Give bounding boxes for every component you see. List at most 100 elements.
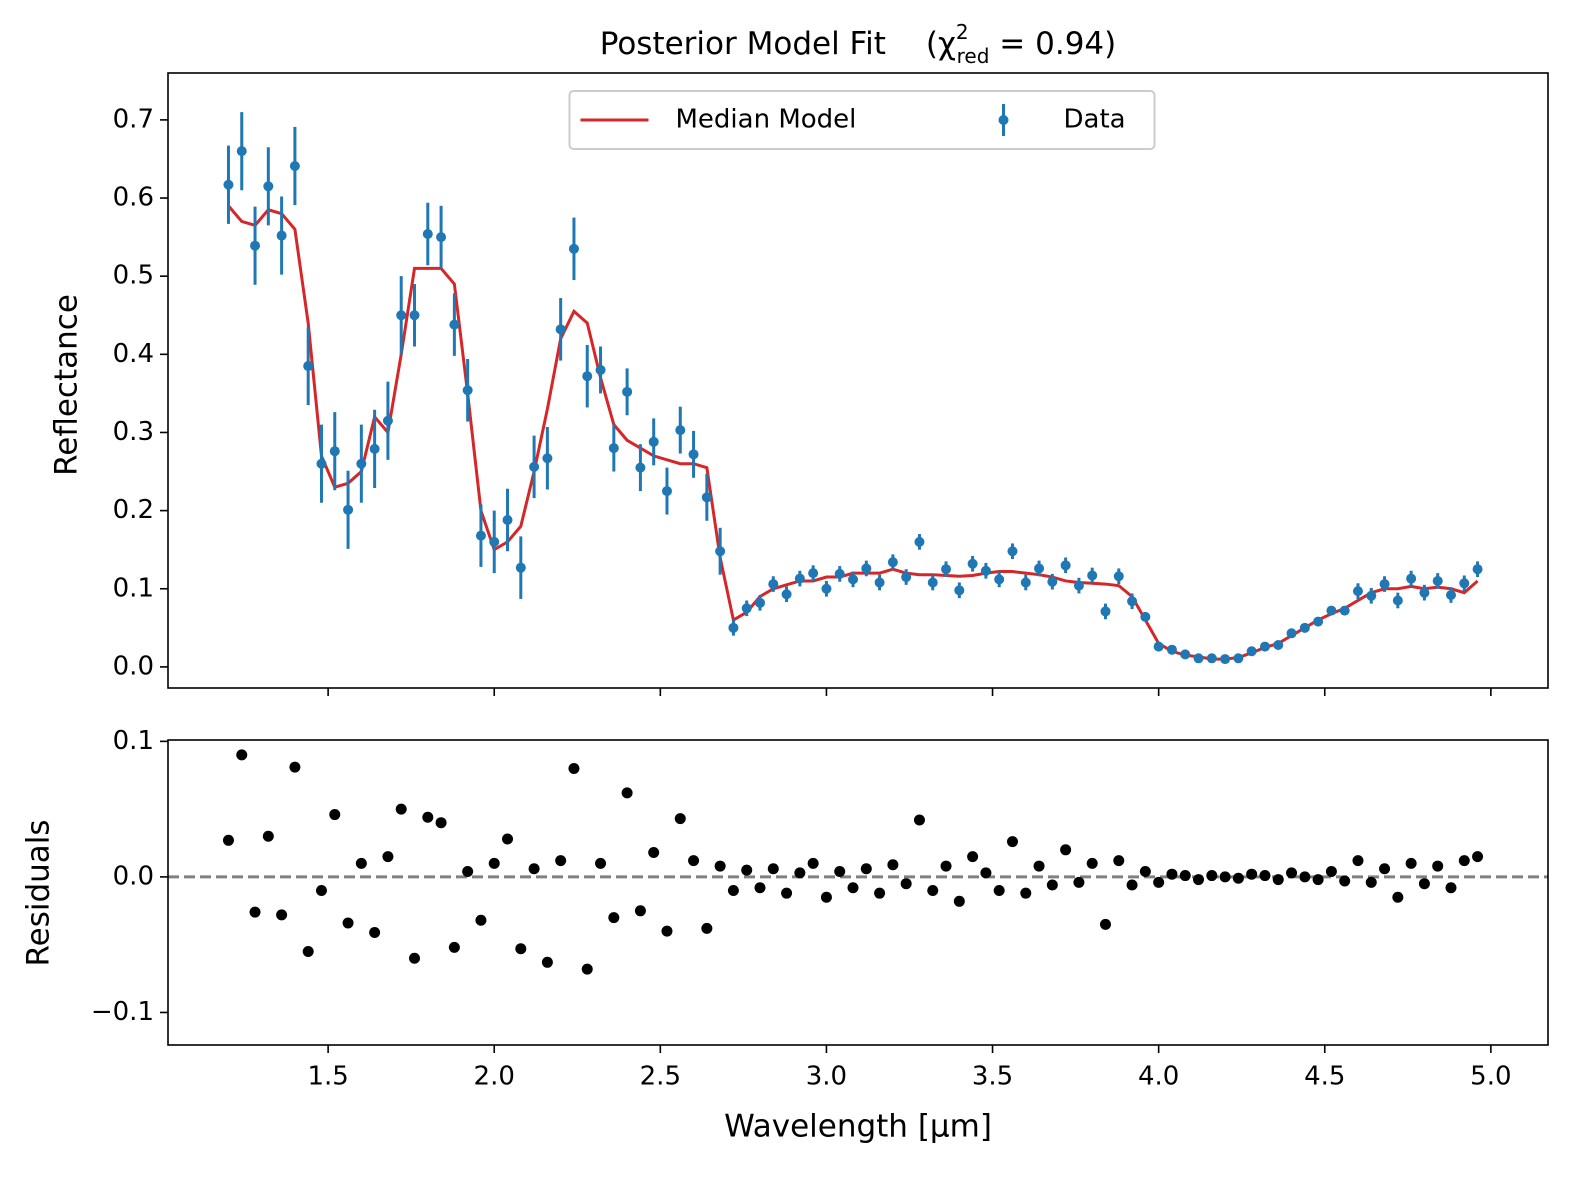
- residual-point: [674, 813, 686, 825]
- residual-point: [276, 909, 288, 921]
- data-point: [781, 589, 792, 600]
- residual-point: [1193, 874, 1205, 886]
- y-tick-label: 0.2: [113, 495, 154, 525]
- data-point: [1060, 560, 1071, 571]
- data-point: [754, 597, 765, 608]
- residual-point: [1312, 874, 1324, 886]
- data-point: [582, 371, 593, 382]
- data-point: [1326, 605, 1337, 616]
- residual-point: [688, 855, 700, 867]
- residual-point: [648, 847, 660, 859]
- residual-point: [927, 884, 939, 896]
- data-point: [1313, 616, 1324, 627]
- data-point: [980, 565, 991, 576]
- residual-point: [1405, 857, 1417, 869]
- residual-point: [1432, 860, 1444, 872]
- data-point: [555, 324, 566, 335]
- residual-point: [1153, 876, 1165, 888]
- residual-point: [422, 811, 434, 823]
- data-point: [1180, 649, 1191, 660]
- residual-point: [369, 926, 381, 938]
- residual-point: [1179, 870, 1191, 882]
- legend-box: [568, 90, 1156, 150]
- residual-point: [993, 884, 1005, 896]
- residual-point: [741, 864, 753, 876]
- data-point: [1127, 596, 1138, 607]
- data-point: [741, 603, 752, 614]
- data-point: [276, 230, 287, 241]
- residual-point: [767, 863, 779, 875]
- data-point: [369, 443, 380, 454]
- residual-point: [1219, 871, 1231, 883]
- data-point: [1392, 595, 1403, 606]
- data-point: [808, 568, 819, 579]
- residual-point: [874, 887, 886, 899]
- data-point: [1472, 564, 1483, 575]
- residual-point: [781, 887, 793, 899]
- residual-point: [1099, 918, 1111, 930]
- residual-point: [448, 941, 460, 953]
- residual-point: [834, 865, 846, 877]
- x-tick-label: 3.0: [806, 1062, 847, 1092]
- data-point: [715, 546, 726, 557]
- residual-point: [329, 809, 341, 821]
- data-point: [449, 319, 460, 330]
- y-tick-label: 0.1: [113, 726, 154, 756]
- data-point: [701, 492, 712, 503]
- data-point: [648, 436, 659, 447]
- residual-point: [900, 878, 912, 890]
- residual-point: [315, 884, 327, 896]
- y-tick-label: 0.3: [113, 417, 154, 447]
- data-point: [329, 446, 340, 457]
- data-point: [1193, 653, 1204, 664]
- data-point: [834, 568, 845, 579]
- x-tick-label: 3.5: [972, 1062, 1013, 1092]
- residual-point: [1392, 891, 1404, 903]
- data-point: [901, 572, 912, 583]
- residual-point: [980, 867, 992, 879]
- data-point: [396, 310, 407, 321]
- data-point: [1406, 573, 1417, 584]
- y-tick-label: 0.0: [113, 861, 154, 891]
- residual-point: [1033, 860, 1045, 872]
- data-point: [422, 228, 433, 239]
- data-point: [1220, 654, 1231, 665]
- x-tick-label: 5.0: [1470, 1062, 1511, 1092]
- data-point: [967, 558, 978, 569]
- data-point: [1034, 563, 1045, 574]
- data-point: [1379, 579, 1390, 590]
- residual-point: [1020, 887, 1032, 899]
- data-point: [1432, 575, 1443, 586]
- data-point: [356, 458, 367, 469]
- data-point: [1352, 586, 1363, 597]
- data-point: [1259, 641, 1270, 652]
- data-point: [1273, 640, 1284, 651]
- y-axis-label: Residuals: [21, 819, 57, 966]
- residual-point: [395, 803, 407, 815]
- data-point: [728, 622, 739, 633]
- title-sub: red: [957, 44, 990, 68]
- residual-point: [940, 860, 952, 872]
- residual-point: [1445, 882, 1457, 894]
- residual-point: [1325, 865, 1337, 877]
- residual-point: [1086, 857, 1098, 869]
- data-point: [595, 364, 606, 375]
- data-point: [1047, 576, 1058, 587]
- data-point: [1166, 644, 1177, 655]
- y-tick-label: 0.4: [113, 339, 154, 369]
- x-tick-label: 4.0: [1138, 1062, 1179, 1092]
- residual-point: [1299, 871, 1311, 883]
- data-point: [303, 361, 314, 372]
- residual-point: [289, 761, 301, 773]
- data-point: [1419, 587, 1430, 598]
- residual-point: [1259, 870, 1271, 882]
- axes-frame: [167, 739, 1549, 1046]
- residual-point: [1113, 855, 1125, 867]
- data-point: [1007, 546, 1018, 557]
- data-point: [1087, 570, 1098, 581]
- data-point: [502, 514, 513, 525]
- data-point: [608, 443, 619, 454]
- data-point: [794, 573, 805, 584]
- residual-point: [222, 834, 234, 846]
- legend: Median Model Data: [568, 90, 1156, 150]
